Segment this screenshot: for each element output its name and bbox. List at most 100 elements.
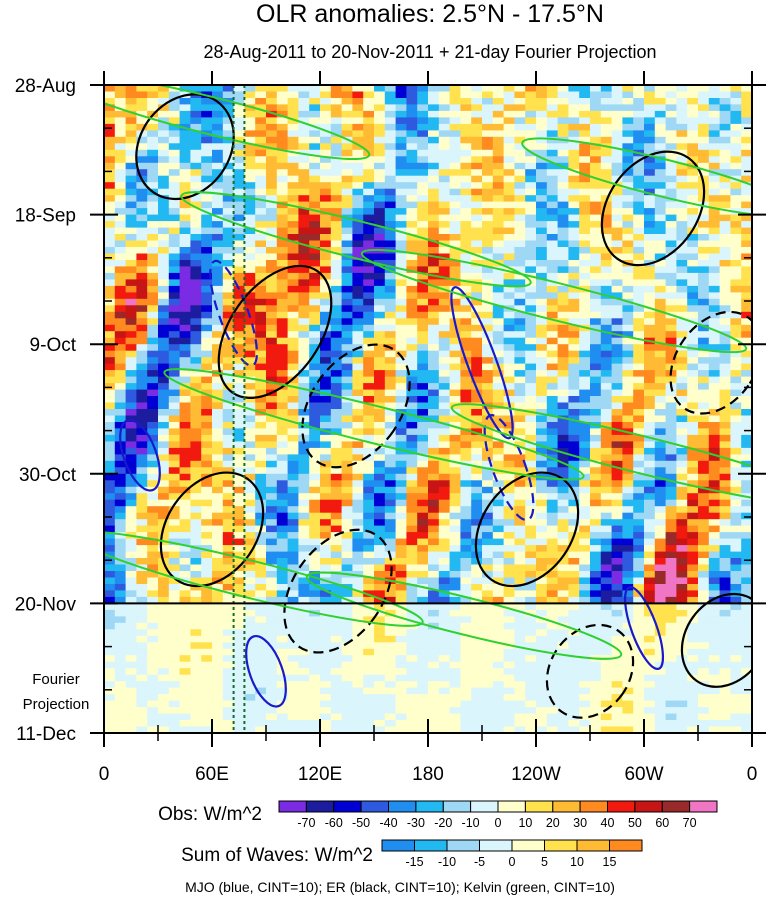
field-cell-2617 bbox=[503, 363, 515, 371]
field-cell-4790 bbox=[644, 596, 656, 604]
field-cell-3393 bbox=[460, 447, 472, 455]
field-cell-1980 bbox=[104, 298, 116, 306]
field-cell-1382 bbox=[125, 234, 137, 242]
field-cell-4053 bbox=[460, 519, 472, 527]
field-cell-3110 bbox=[644, 415, 656, 423]
field-cell-1219 bbox=[309, 214, 321, 222]
field-cell-4555 bbox=[698, 571, 710, 579]
field-cell-2568 bbox=[622, 357, 634, 365]
field-cell-1895 bbox=[482, 285, 494, 293]
field-cell-3495 bbox=[266, 460, 278, 468]
field-cell-3986 bbox=[384, 512, 397, 520]
field-cell-4616 bbox=[708, 577, 721, 585]
field-cell-2372 bbox=[449, 337, 461, 345]
field-cell-4562 bbox=[125, 577, 137, 585]
field-cell-3252 bbox=[233, 434, 245, 442]
field-cell-3178 bbox=[730, 422, 742, 430]
field-cell-847 bbox=[179, 175, 191, 183]
field-cell-2755 bbox=[698, 376, 710, 384]
field-cell-1820 bbox=[320, 279, 332, 287]
field-cell-230 bbox=[644, 104, 656, 112]
field-cell-820 bbox=[536, 169, 548, 177]
field-cell-500 bbox=[320, 136, 332, 144]
field-cell-1649 bbox=[417, 260, 429, 268]
field-cell-3947 bbox=[611, 506, 623, 514]
field-cell-2336 bbox=[708, 331, 721, 339]
field-cell-3569 bbox=[417, 467, 429, 475]
field-cell-1317 bbox=[719, 221, 731, 229]
field-cell-3851 bbox=[222, 499, 235, 507]
field-cell-4525 bbox=[374, 571, 386, 579]
field-cell-1018 bbox=[730, 188, 742, 196]
field-cell-388 bbox=[406, 123, 418, 131]
field-cell-3088 bbox=[406, 415, 418, 423]
field-cell-2033 bbox=[676, 298, 688, 306]
field-cell-1946 bbox=[384, 292, 397, 300]
field-cell-3754 bbox=[471, 486, 483, 494]
field-cell-2124 bbox=[363, 311, 375, 319]
field-cell-2841 bbox=[330, 389, 343, 397]
field-cell-2350 bbox=[212, 337, 224, 345]
field-cell-259 bbox=[309, 110, 321, 118]
field-cell-4438 bbox=[730, 558, 742, 566]
field-cell-3322 bbox=[341, 441, 353, 449]
field-cell-2860 bbox=[536, 389, 548, 397]
field-cell-46 bbox=[600, 85, 613, 93]
field-cell-3893 bbox=[676, 499, 688, 507]
field-cell-3455 bbox=[482, 454, 494, 462]
field-cell-1795 bbox=[698, 272, 710, 280]
field-cell-3917 bbox=[287, 506, 299, 514]
field-cell-4947 bbox=[395, 616, 407, 624]
field-cell-2193 bbox=[460, 318, 472, 326]
field-cell-1017 bbox=[719, 188, 731, 196]
field-cell-4869 bbox=[201, 609, 213, 617]
field-cell-4501 bbox=[114, 571, 127, 579]
field-cell-1812 bbox=[233, 279, 245, 287]
field-cell-4046 bbox=[384, 519, 397, 527]
field-cell-2993 bbox=[676, 402, 688, 410]
field-cell-2704 bbox=[147, 376, 159, 384]
field-cell-958 bbox=[730, 182, 742, 190]
field-cell-2208 bbox=[622, 318, 634, 326]
field-cell-3201 bbox=[330, 428, 343, 436]
field-cell-2442 bbox=[557, 344, 569, 352]
field-cell-4132 bbox=[665, 525, 677, 533]
field-cell-2784 bbox=[363, 383, 375, 391]
field-cell-3000 bbox=[104, 409, 116, 417]
field-cell-880 bbox=[536, 175, 548, 183]
field-cell-1762 bbox=[341, 272, 353, 280]
field-cell-1866 bbox=[168, 285, 181, 293]
field-cell-2367 bbox=[395, 337, 407, 345]
field-cell-1869 bbox=[201, 285, 213, 293]
field-cell-2094 bbox=[687, 305, 699, 313]
field-cell-4995 bbox=[266, 622, 278, 630]
field-cell-2697 bbox=[719, 370, 731, 378]
field-cell-2994 bbox=[687, 402, 699, 410]
field-cell-4867 bbox=[179, 609, 191, 617]
field-cell-301 bbox=[114, 117, 127, 125]
field-cell-4026 bbox=[168, 519, 181, 527]
field-cell-2638 bbox=[730, 363, 742, 371]
field-cell-1078 bbox=[730, 195, 742, 203]
field-cell-440 bbox=[320, 130, 332, 138]
field-cell-298 bbox=[730, 110, 742, 118]
field-cell-4253 bbox=[676, 538, 688, 546]
field-cell-2158 bbox=[730, 311, 742, 319]
field-cell-1934 bbox=[255, 292, 267, 300]
field-cell-677 bbox=[287, 156, 299, 164]
field-cell-663 bbox=[136, 156, 148, 164]
field-cell-4029 bbox=[201, 519, 213, 527]
field-cell-3554 bbox=[255, 467, 267, 475]
field-cell-1881 bbox=[330, 285, 343, 293]
field-cell-4037 bbox=[287, 519, 299, 527]
field-cell-3564 bbox=[363, 467, 375, 475]
field-cell-240 bbox=[104, 110, 116, 118]
field-cell-680 bbox=[320, 156, 332, 164]
field-cell-3862 bbox=[341, 499, 353, 507]
field-cell-3451 bbox=[438, 454, 451, 462]
field-cell-3514 bbox=[471, 460, 483, 468]
field-cell-2179 bbox=[309, 318, 321, 326]
field-cell-1355 bbox=[482, 227, 494, 235]
field-cell-611 bbox=[222, 149, 235, 157]
field-cell-4855 bbox=[698, 603, 710, 611]
